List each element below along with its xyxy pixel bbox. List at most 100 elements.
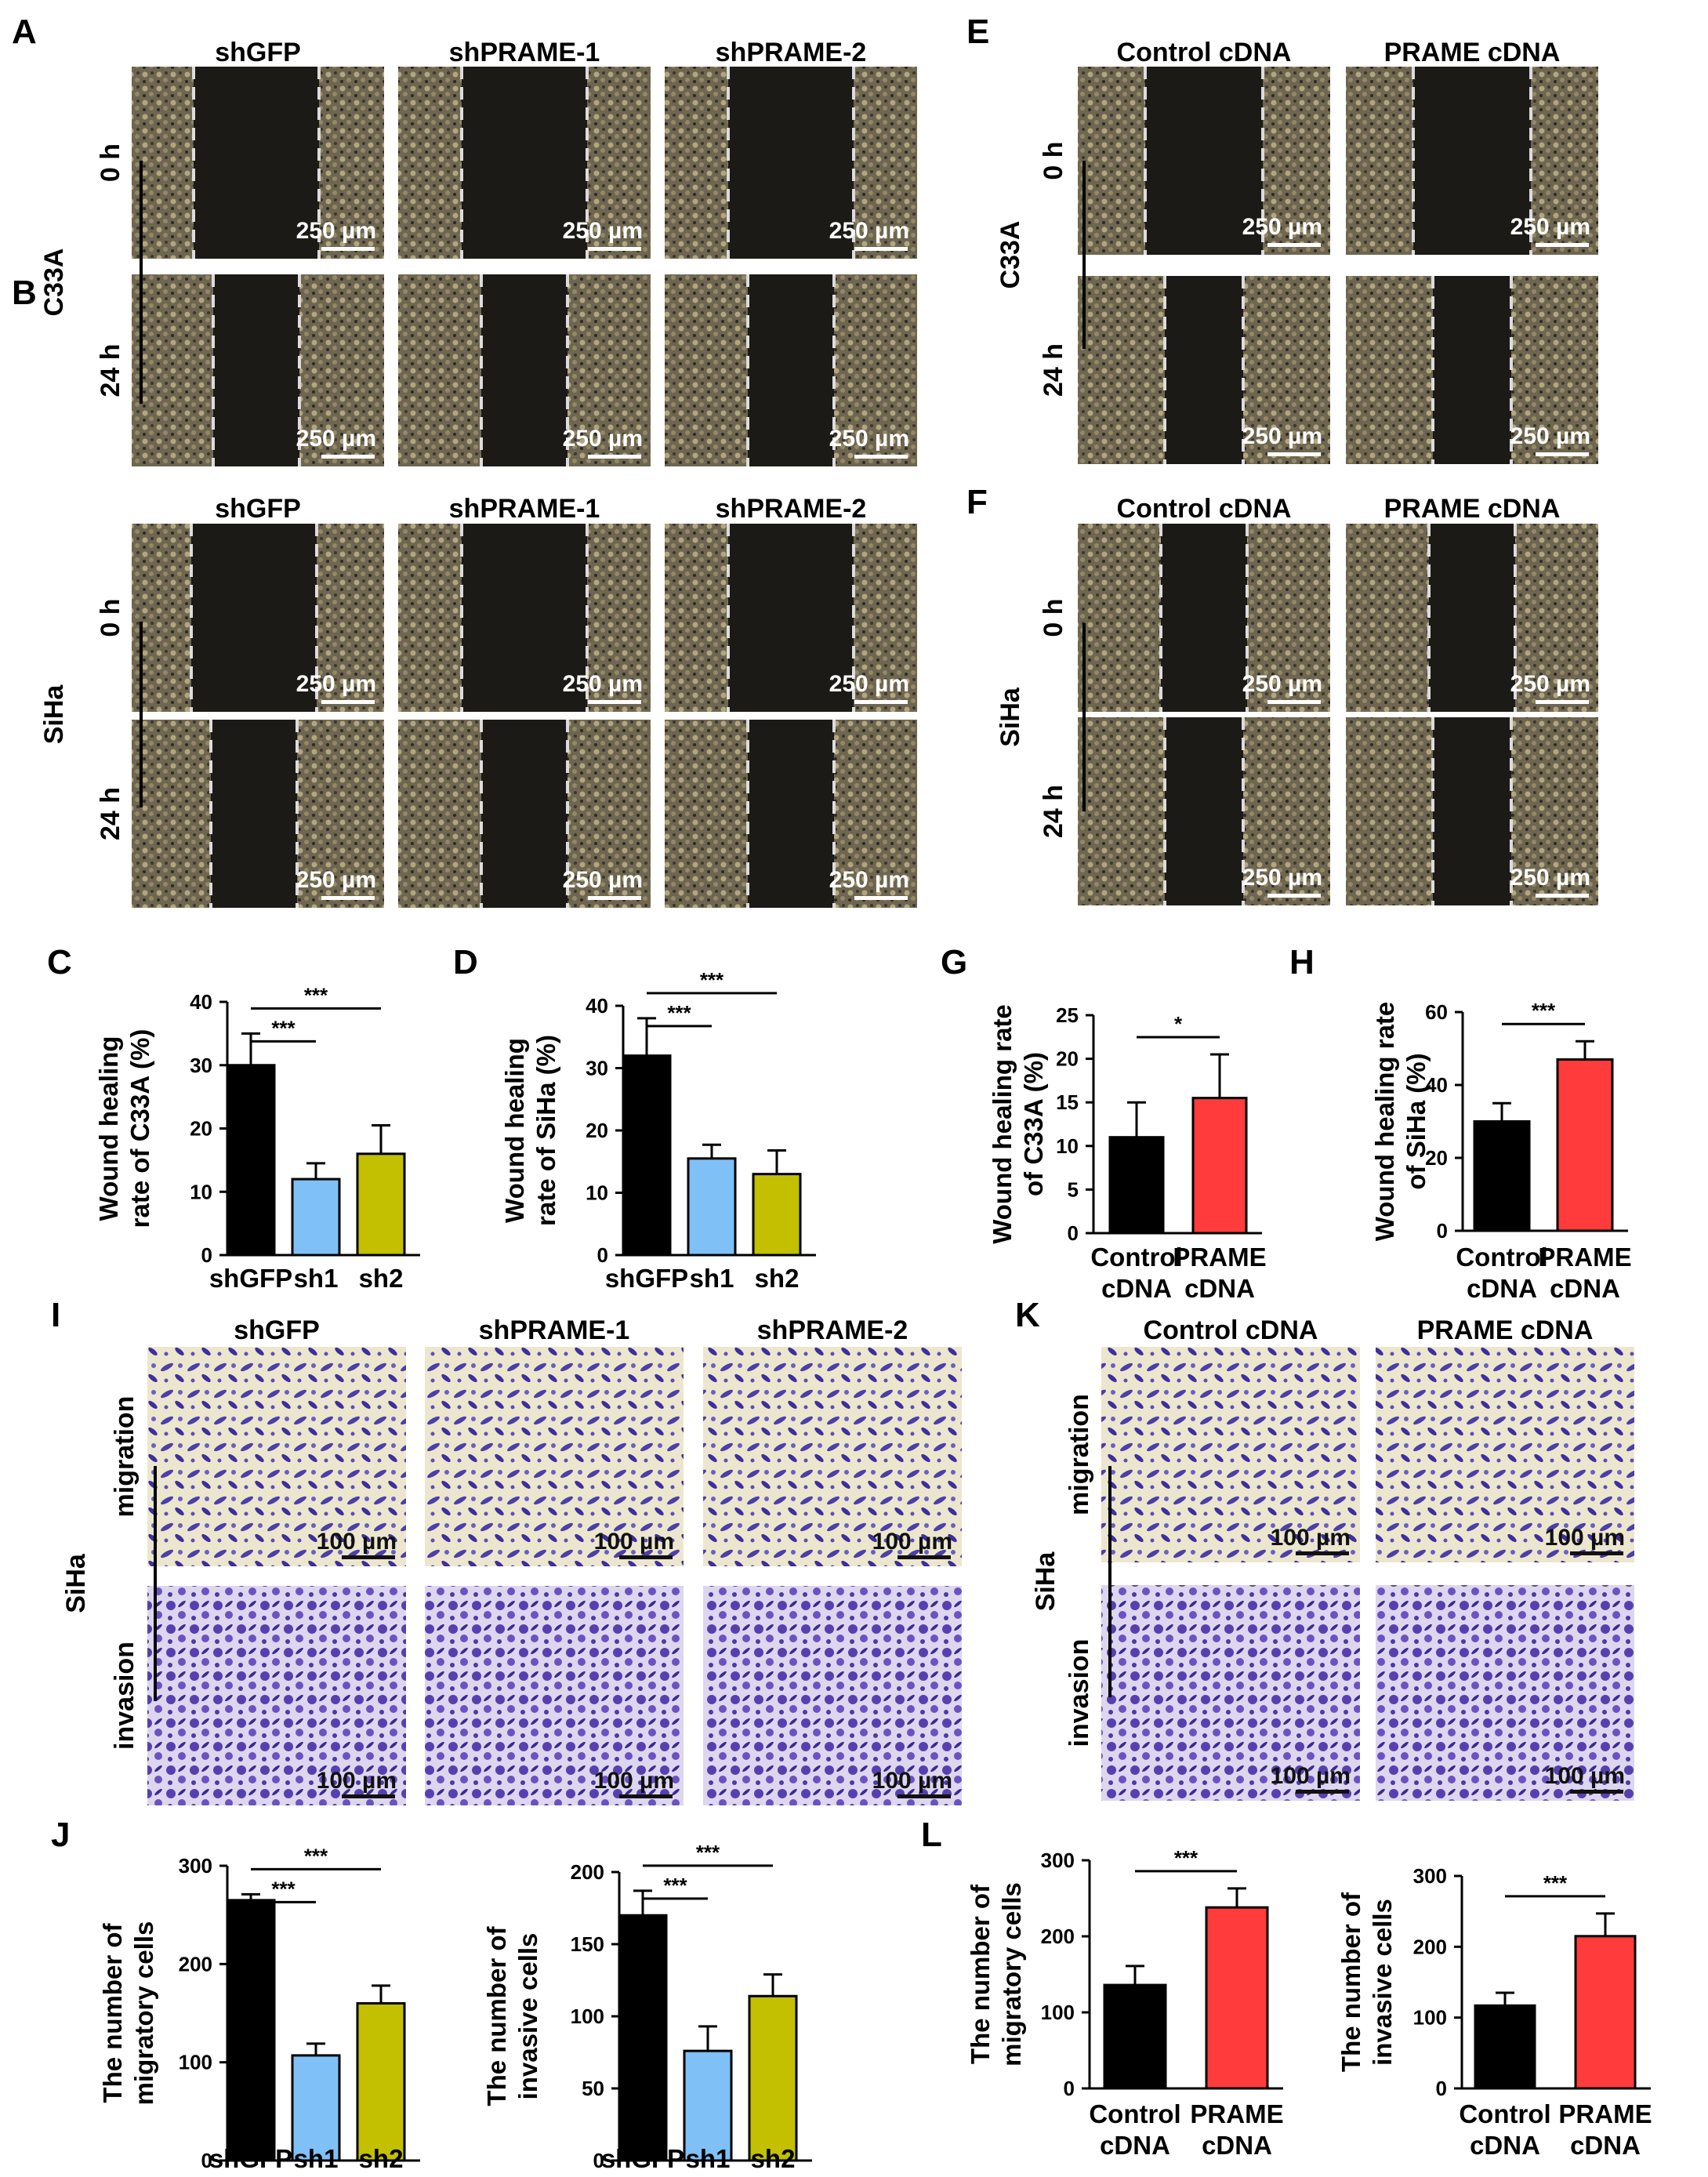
- column-label: shGFP: [215, 38, 301, 67]
- scale-bar: [854, 896, 908, 900]
- x-category-label: sh2: [751, 2144, 796, 2173]
- scale-bar: [588, 896, 641, 900]
- micrograph: 100 µm: [1376, 1585, 1634, 1801]
- panel-f-siha-overexpression: Control cDNA PRAME cDNA 250 µm 250 µm 0 h 250…: [995, 494, 1598, 905]
- bar: [683, 2049, 733, 2162]
- y-tick-label: 20: [190, 1117, 212, 1141]
- bar: [1474, 2004, 1536, 2090]
- micrograph: 100 µm: [703, 1586, 962, 1805]
- micrograph: 250 µm: [1346, 524, 1598, 712]
- micrograph: 100 µm: [425, 1586, 684, 1805]
- x-category-label: PRAME cDNA: [1538, 1243, 1631, 1303]
- y-tick-label: 100: [179, 2051, 212, 2074]
- bar: [1205, 1906, 1269, 2090]
- cell-line-label: C33A: [995, 221, 1025, 289]
- scale-bar: [588, 455, 641, 459]
- scale-bar: [1536, 243, 1589, 247]
- significance-label: ***: [304, 1844, 328, 1867]
- panel-label-e: E: [966, 13, 989, 51]
- y-tick-label: 150: [571, 1932, 604, 1956]
- time-label: 24 h: [1039, 785, 1068, 838]
- cell-line-label: SiHa: [1031, 1551, 1061, 1612]
- scale-bar-label: 250 µm: [829, 867, 909, 893]
- y-tick-label: 30: [586, 1057, 608, 1080]
- scale-bar: [1570, 1790, 1623, 1794]
- micrograph: 250 µm: [132, 524, 384, 712]
- panel-label-g: G: [941, 943, 967, 981]
- time-label: 24 h: [1039, 343, 1068, 397]
- y-tick-label: 0: [201, 1243, 212, 1267]
- column-label: shPRAME-1: [449, 494, 600, 524]
- x-category-label: Control cDNA: [1459, 2099, 1550, 2160]
- micrograph: 100 µm: [703, 1347, 962, 1566]
- scale-bar-label: 100 µm: [1271, 1525, 1351, 1551]
- chart-j2: 0 50 100 150 200 shGFP sh1 sh2 *** *** The number …: [482, 1841, 812, 2173]
- panel-label-h: H: [1289, 943, 1315, 981]
- panel-label-l: L: [921, 1816, 942, 1854]
- micrograph: 250 µm: [1346, 717, 1598, 905]
- scale-bar: [1536, 894, 1589, 898]
- y-tick-label: 30: [190, 1054, 212, 1077]
- column-label: shPRAME-2: [716, 494, 867, 524]
- scale-bar-label: 100 µm: [317, 1529, 397, 1555]
- scale-bar: [1536, 700, 1589, 704]
- bar: [748, 1994, 798, 2162]
- bar: [622, 1054, 672, 1257]
- y-axis-label: Wound healingrate of SiHa (%): [500, 1035, 560, 1226]
- bar: [1473, 1120, 1531, 1232]
- column-label: shPRAME-2: [716, 38, 867, 67]
- chart-c: 0 10 20 30 40 shGFP sh1 sh2 *** *** Wound healingr…: [94, 983, 420, 1293]
- scale-bar: [898, 1794, 951, 1798]
- chart-d: 0 10 20 30 40 shGFP sh1 sh2 *** *** Wound healingr…: [500, 968, 816, 1293]
- panel-label-a: A: [12, 13, 37, 51]
- micrograph: 250 µm: [398, 67, 651, 259]
- y-tick-label: 200: [1041, 1925, 1075, 1948]
- x-category-label: Control cDNA: [1090, 1243, 1182, 1303]
- scale-bar-label: 100 µm: [1545, 1525, 1625, 1551]
- x-category-label: sh1: [686, 2144, 731, 2173]
- column-label: PRAME cDNA: [1384, 38, 1561, 67]
- panel-label-b: B: [12, 274, 37, 312]
- y-tick-label: 50: [582, 2077, 604, 2100]
- bar: [356, 1152, 406, 1257]
- column-label: PRAME cDNA: [1384, 494, 1561, 524]
- panel-label-c: C: [47, 943, 72, 981]
- micrograph: 100 µm: [1376, 1347, 1634, 1562]
- y-axis-label: Wound healing rateof SiHa (%): [1370, 1002, 1431, 1242]
- time-label: 24 h: [96, 787, 125, 840]
- scale-bar: [1296, 1551, 1349, 1555]
- scale-bar: [1267, 894, 1321, 898]
- scale-bar-label: 250 µm: [296, 426, 376, 452]
- time-label: 24 h: [96, 343, 125, 397]
- bar: [226, 1064, 276, 1257]
- x-category-label: PRAME cDNA: [1190, 2099, 1283, 2160]
- y-axis-label: The number ofinvasive cells: [482, 1925, 542, 2106]
- scale-bar: [588, 247, 641, 251]
- x-category-label: PRAME cDNA: [1558, 2099, 1652, 2160]
- y-axis-label: The number ofmigratory cells: [966, 1882, 1026, 2066]
- y-tick-label: 40: [190, 990, 212, 1014]
- scale-bar: [854, 247, 908, 251]
- bar: [1103, 1983, 1167, 2090]
- x-category-label: sh1: [294, 1264, 339, 1293]
- y-tick-label: 15: [1056, 1090, 1079, 1114]
- significance-label: ***: [1543, 1871, 1568, 1895]
- y-tick-label: 200: [179, 1952, 212, 1976]
- y-tick-label: 200: [571, 1860, 604, 1884]
- scale-bar: [321, 700, 375, 704]
- scale-bar: [1267, 700, 1321, 704]
- scale-bar-label: 250 µm: [296, 218, 376, 244]
- significance-label: ***: [700, 968, 724, 992]
- x-category-label: shGFP: [605, 1264, 688, 1293]
- scale-bar-label: 250 µm: [1510, 423, 1590, 449]
- y-tick-label: 100: [1413, 2006, 1447, 2030]
- column-label: PRAME cDNA: [1417, 1315, 1594, 1345]
- micrograph-panels: shGFP shPRAME-1 shPRAME-2 250 µm 250 µm 250 µ…: [39, 38, 1634, 1805]
- y-tick-label: 0: [593, 2149, 604, 2172]
- y-tick-label: 0: [597, 1243, 608, 1267]
- y-tick-label: 100: [571, 2005, 604, 2028]
- x-category-label: shGFP: [601, 2144, 684, 2173]
- micrograph: 250 µm: [1078, 276, 1330, 464]
- y-tick-label: 40: [1425, 1073, 1448, 1097]
